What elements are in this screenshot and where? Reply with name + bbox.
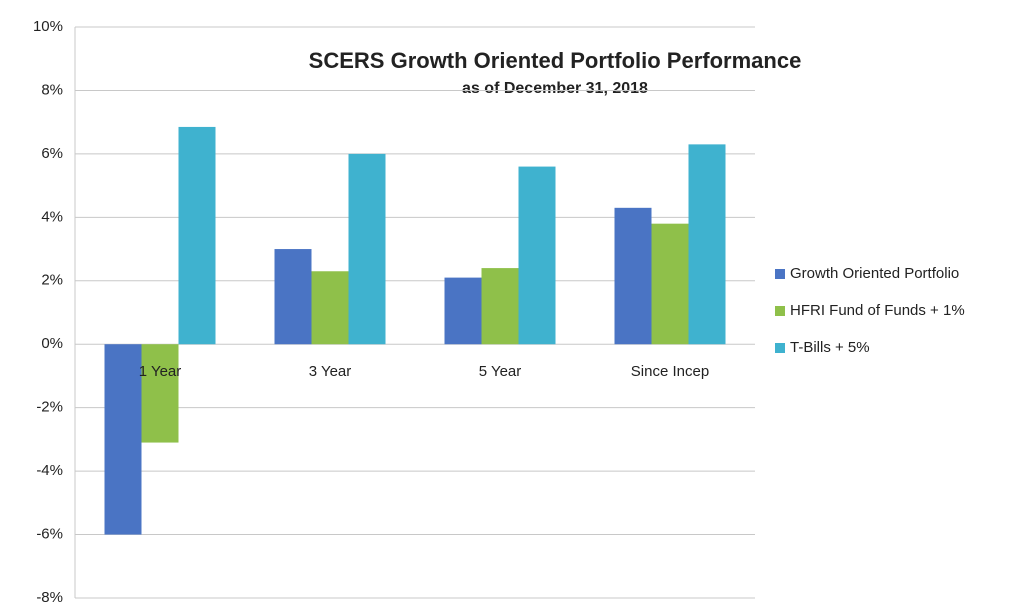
bar <box>614 207 652 345</box>
y-tick-label: 6% <box>41 145 63 162</box>
y-tick-label: 10% <box>33 18 63 35</box>
bar <box>518 166 556 345</box>
legend-swatch <box>775 343 785 353</box>
bar <box>481 268 519 345</box>
legend-label: Growth Oriented Portfolio <box>790 265 959 282</box>
x-tick-label: 5 Year <box>479 363 522 380</box>
y-tick-label: 8% <box>41 81 63 98</box>
x-tick-label: 1 Year <box>139 363 182 380</box>
x-tick-label: Since Incep <box>631 363 709 380</box>
bar <box>348 153 386 345</box>
bar <box>141 344 179 443</box>
y-tick-label: 4% <box>41 208 63 225</box>
legend-swatch <box>775 269 785 279</box>
bar <box>311 271 349 345</box>
y-tick-label: -8% <box>36 589 63 606</box>
bar <box>274 249 312 345</box>
bar <box>444 277 482 345</box>
legend-label: T-Bills + 5% <box>790 339 870 356</box>
y-tick-label: 2% <box>41 272 63 289</box>
x-tick-label: 3 Year <box>309 363 352 380</box>
bar <box>688 144 726 345</box>
legend-label: HFRI Fund of Funds + 1% <box>790 302 965 319</box>
chart-title: SCERS Growth Oriented Portfolio Performa… <box>309 48 802 73</box>
bar <box>178 126 216 345</box>
y-tick-label: 0% <box>41 335 63 352</box>
chart-subtitle: as of December 31, 2018 <box>462 80 648 97</box>
y-tick-label: -6% <box>36 526 63 543</box>
bar <box>651 223 689 345</box>
y-tick-label: -2% <box>36 399 63 416</box>
y-tick-label: -4% <box>36 462 63 479</box>
bar <box>104 344 142 535</box>
legend-swatch <box>775 306 785 316</box>
